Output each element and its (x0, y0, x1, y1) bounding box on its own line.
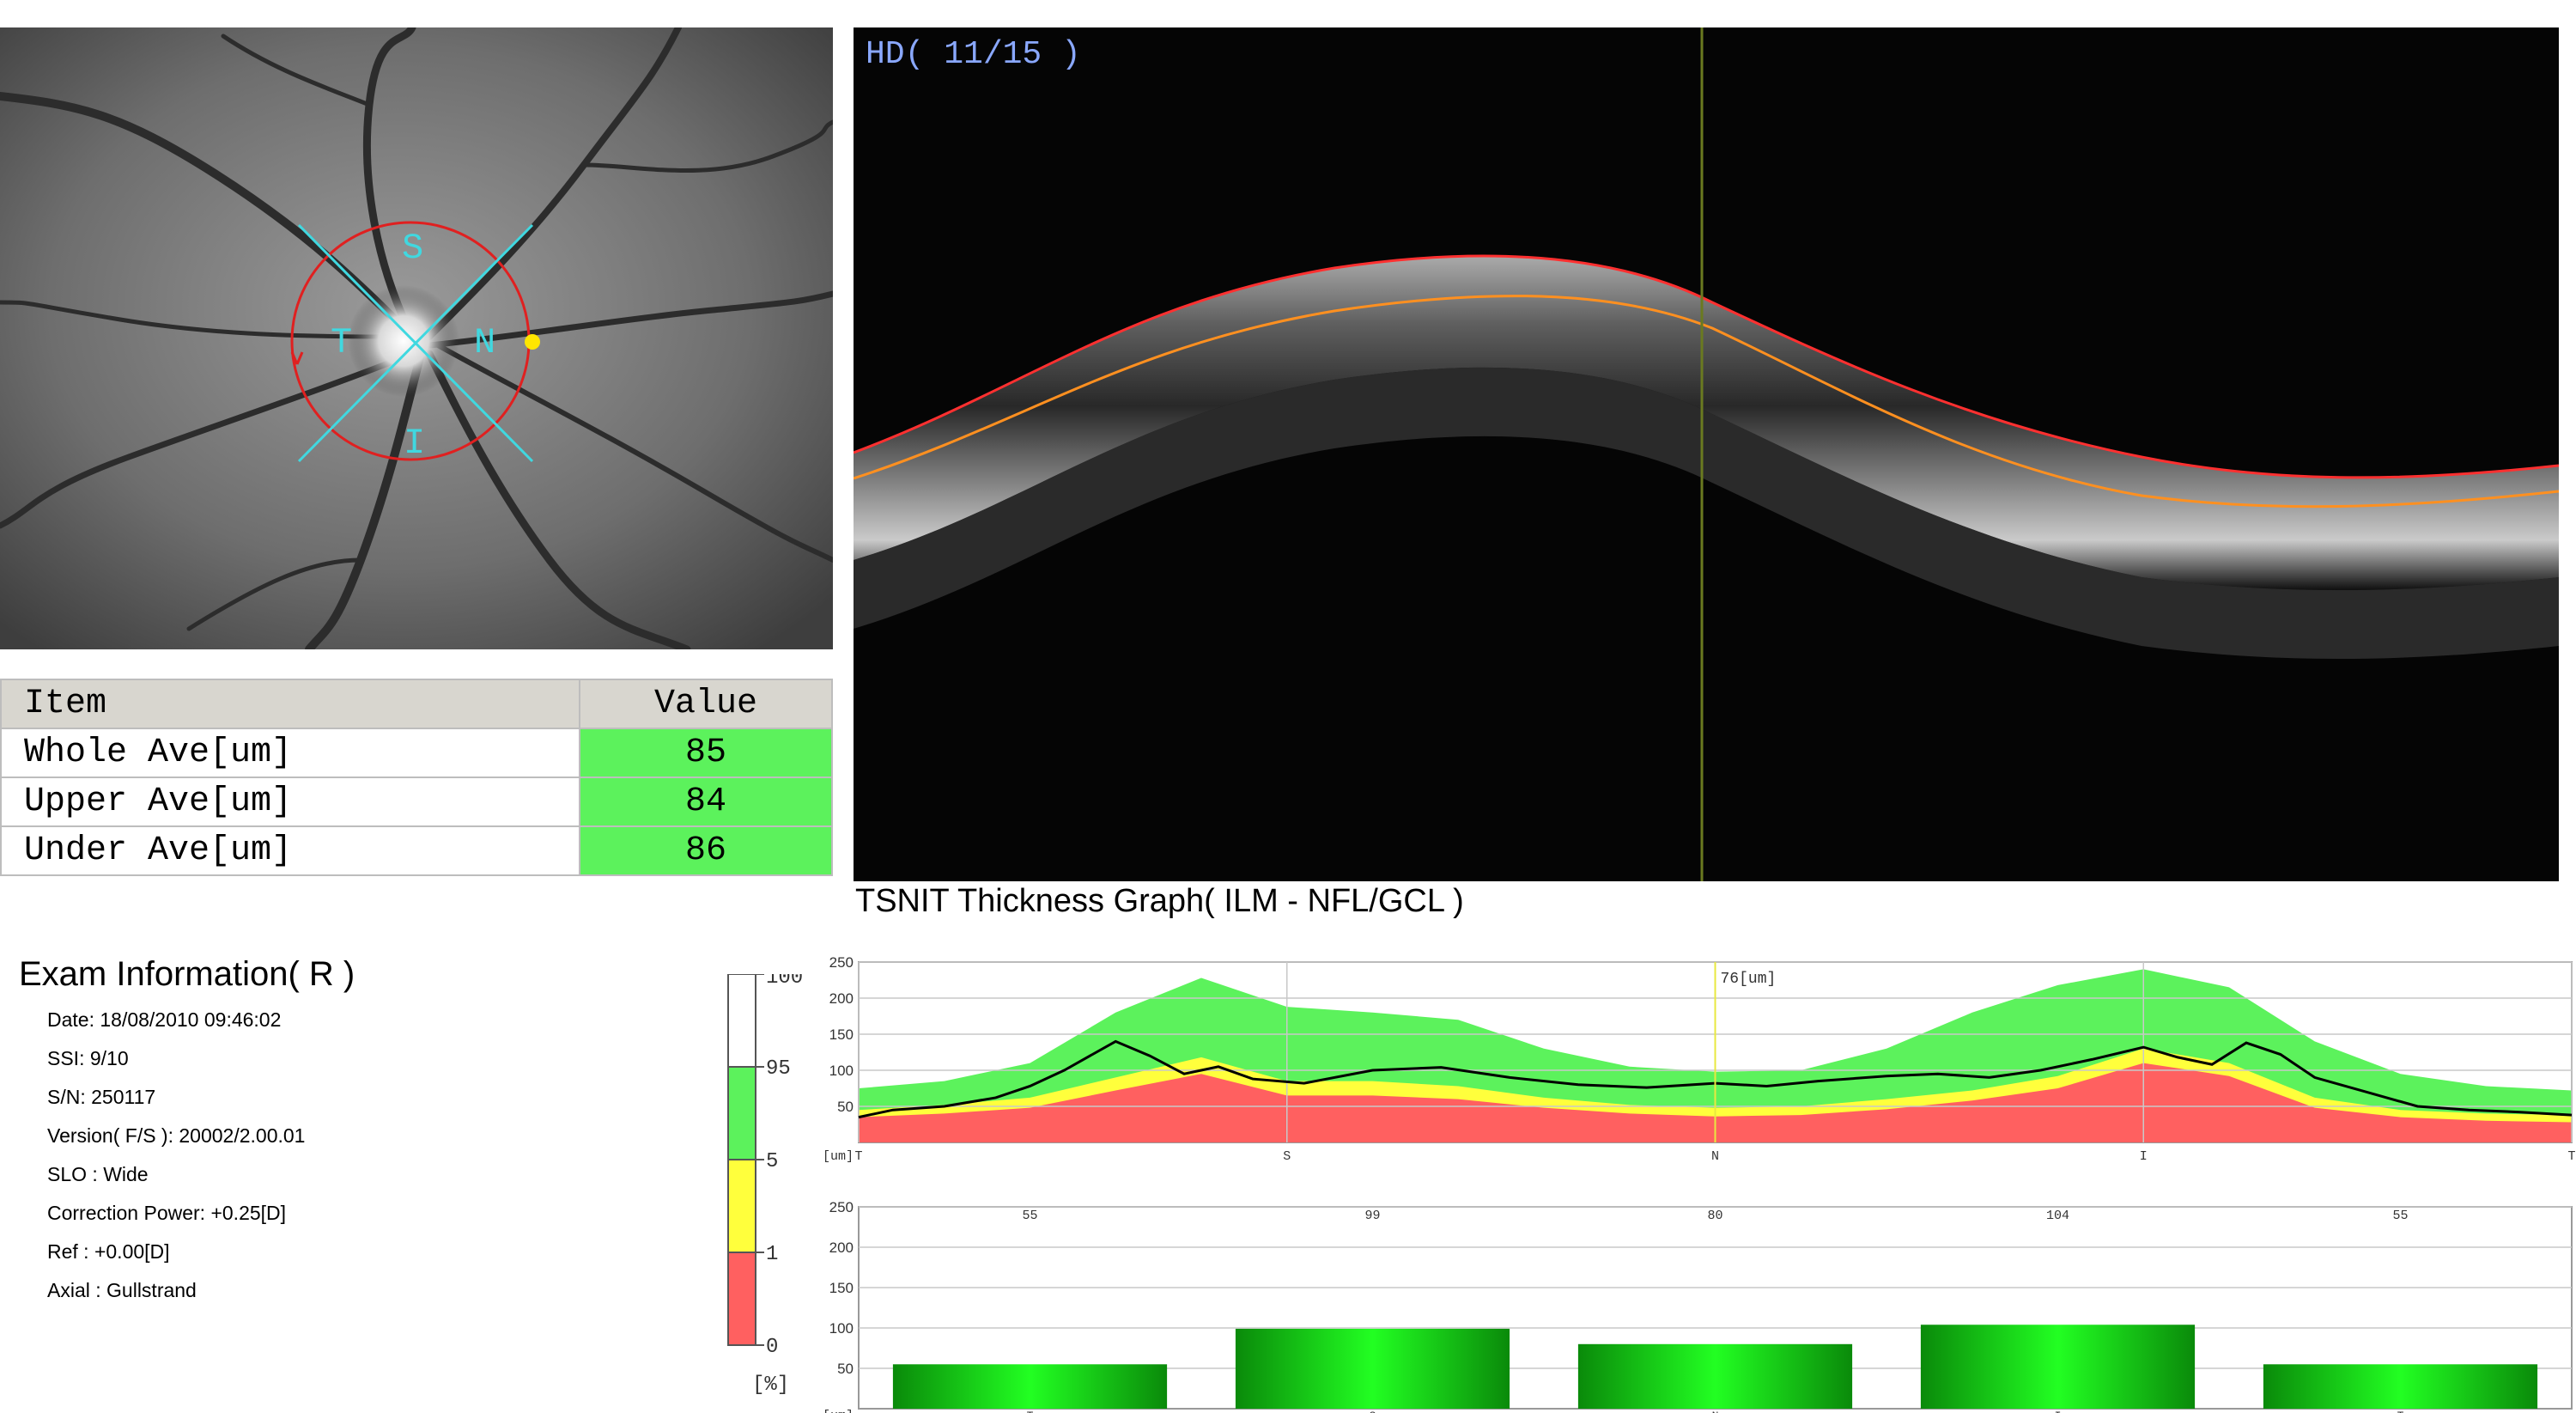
y-tick-label: 150 (829, 1026, 854, 1043)
x-tick-label: I (2140, 1149, 2148, 1164)
x-tick-label: N (1711, 1149, 1719, 1164)
x-tick-label: T (2397, 1410, 2404, 1413)
x-tick-label: T (1027, 1410, 1034, 1413)
exam-serial: S/N: 250117 (47, 1086, 156, 1108)
thickness-bar (892, 1364, 1168, 1409)
legend-unit: [%] (752, 1373, 789, 1397)
oct-scan-label: HD( 11/15 ) (866, 36, 1081, 73)
exam-ssi: SSI: 9/10 (47, 1047, 129, 1069)
y-axis-unit: [um] (823, 1409, 854, 1413)
row-label: Whole Ave[um] (0, 728, 580, 778)
y-tick-label: 200 (829, 1239, 854, 1256)
exam-ref: Ref : +0.00[D] (47, 1240, 170, 1263)
tsnit-bar-chart: 250 200 150 100 50 [um] 55 T 99 S 80 N 104 I 55 T (823, 1199, 2573, 1413)
x-tick-label: I (2055, 1410, 2062, 1413)
exam-axial: Axial : Gullstrand (47, 1279, 197, 1301)
cursor-value-label: 76[um] (1721, 971, 1777, 988)
y-tick-label: 150 (829, 1280, 854, 1296)
sector-label-n: N (474, 322, 495, 363)
percentile-legend: 100 95 5 1 0 [%] (727, 974, 803, 1397)
exam-info-list: Date: 18/08/2010 09:46:02 SSI: 9/10 S/N:… (47, 1001, 305, 1310)
exam-date: Date: 18/08/2010 09:46:02 (47, 1008, 282, 1031)
table-row: Upper Ave[um] 84 (0, 777, 833, 827)
y-tick-label: 100 (829, 1320, 854, 1337)
bar-value-label: 55 (2392, 1209, 2408, 1223)
legend-tick: 100 (766, 974, 803, 990)
legend-yellow-band (727, 1159, 756, 1253)
bar-value-label: 80 (1707, 1209, 1722, 1223)
x-tick-label: S (1283, 1149, 1291, 1164)
thickness-table: Item Value Whole Ave[um] 85 Upper Ave[um… (0, 679, 833, 876)
y-tick-label: 100 (829, 1063, 854, 1079)
thickness-bar (1577, 1343, 1853, 1409)
nfl-gcl-boundary-line (854, 295, 2559, 509)
x-tick-label: N (1712, 1410, 1719, 1413)
y-tick-label: 250 (829, 1199, 854, 1215)
fundus-image: S T N I (0, 27, 833, 649)
legend-tick: 1 (766, 1243, 778, 1266)
bar-value-label: 104 (2046, 1209, 2069, 1223)
y-axis-unit: [um] (823, 1149, 854, 1164)
table-row: Whole Ave[um] 85 (0, 728, 833, 778)
legend-tick: 5 (766, 1150, 778, 1173)
thickness-bar (2263, 1364, 2538, 1409)
row-value: 86 (579, 825, 833, 876)
thickness-bar (1235, 1328, 1510, 1409)
legend-green-band (727, 1066, 756, 1160)
y-tick-label: 50 (837, 1099, 854, 1115)
legend-tick: 95 (766, 1057, 791, 1081)
ilm-boundary-line (854, 254, 2559, 479)
oct-bscan-image: HD( 11/15 ) (854, 27, 2559, 881)
row-value: 85 (579, 728, 833, 778)
bar-value-label: 55 (1022, 1209, 1037, 1223)
x-tick-label: S (1370, 1410, 1376, 1413)
scan-start-marker (525, 334, 540, 350)
exam-version: Version( F/S ): 20002/2.00.01 (47, 1124, 306, 1147)
exam-slo: SLO : Wide (47, 1163, 149, 1185)
sector-line (297, 223, 534, 463)
exam-correction-power: Correction Power: +0.25[D] (47, 1202, 287, 1224)
sector-label-i: I (404, 423, 425, 464)
y-tick-label: 200 (829, 990, 854, 1007)
thickness-line (858, 1039, 2573, 1119)
row-label: Under Ave[um] (0, 825, 580, 876)
sector-label-t: T (331, 322, 352, 363)
x-tick-label: T (2567, 1149, 2575, 1164)
y-tick-label: 250 (829, 954, 854, 971)
legend-tick: 0 (766, 1336, 778, 1359)
row-value: 84 (579, 777, 833, 827)
scan-direction-arrow-icon (290, 351, 304, 365)
sector-label-s: S (402, 228, 423, 269)
exam-info-title: Exam Information( R ) (19, 955, 355, 993)
row-label: Upper Ave[um] (0, 777, 580, 827)
y-tick-label: 50 (837, 1361, 854, 1377)
tsnit-title: TSNIT Thickness Graph( ILM - NFL/GCL ) (855, 883, 1464, 919)
thickness-bar (1920, 1325, 2196, 1409)
table-header-item: Item (0, 679, 580, 729)
legend-white-band (727, 974, 756, 1068)
bar-value-label: 99 (1364, 1209, 1380, 1223)
legend-red-band (727, 1252, 756, 1346)
table-header-value: Value (579, 679, 833, 729)
x-tick-label: T (854, 1149, 862, 1164)
table-row: Under Ave[um] 86 (0, 825, 833, 876)
